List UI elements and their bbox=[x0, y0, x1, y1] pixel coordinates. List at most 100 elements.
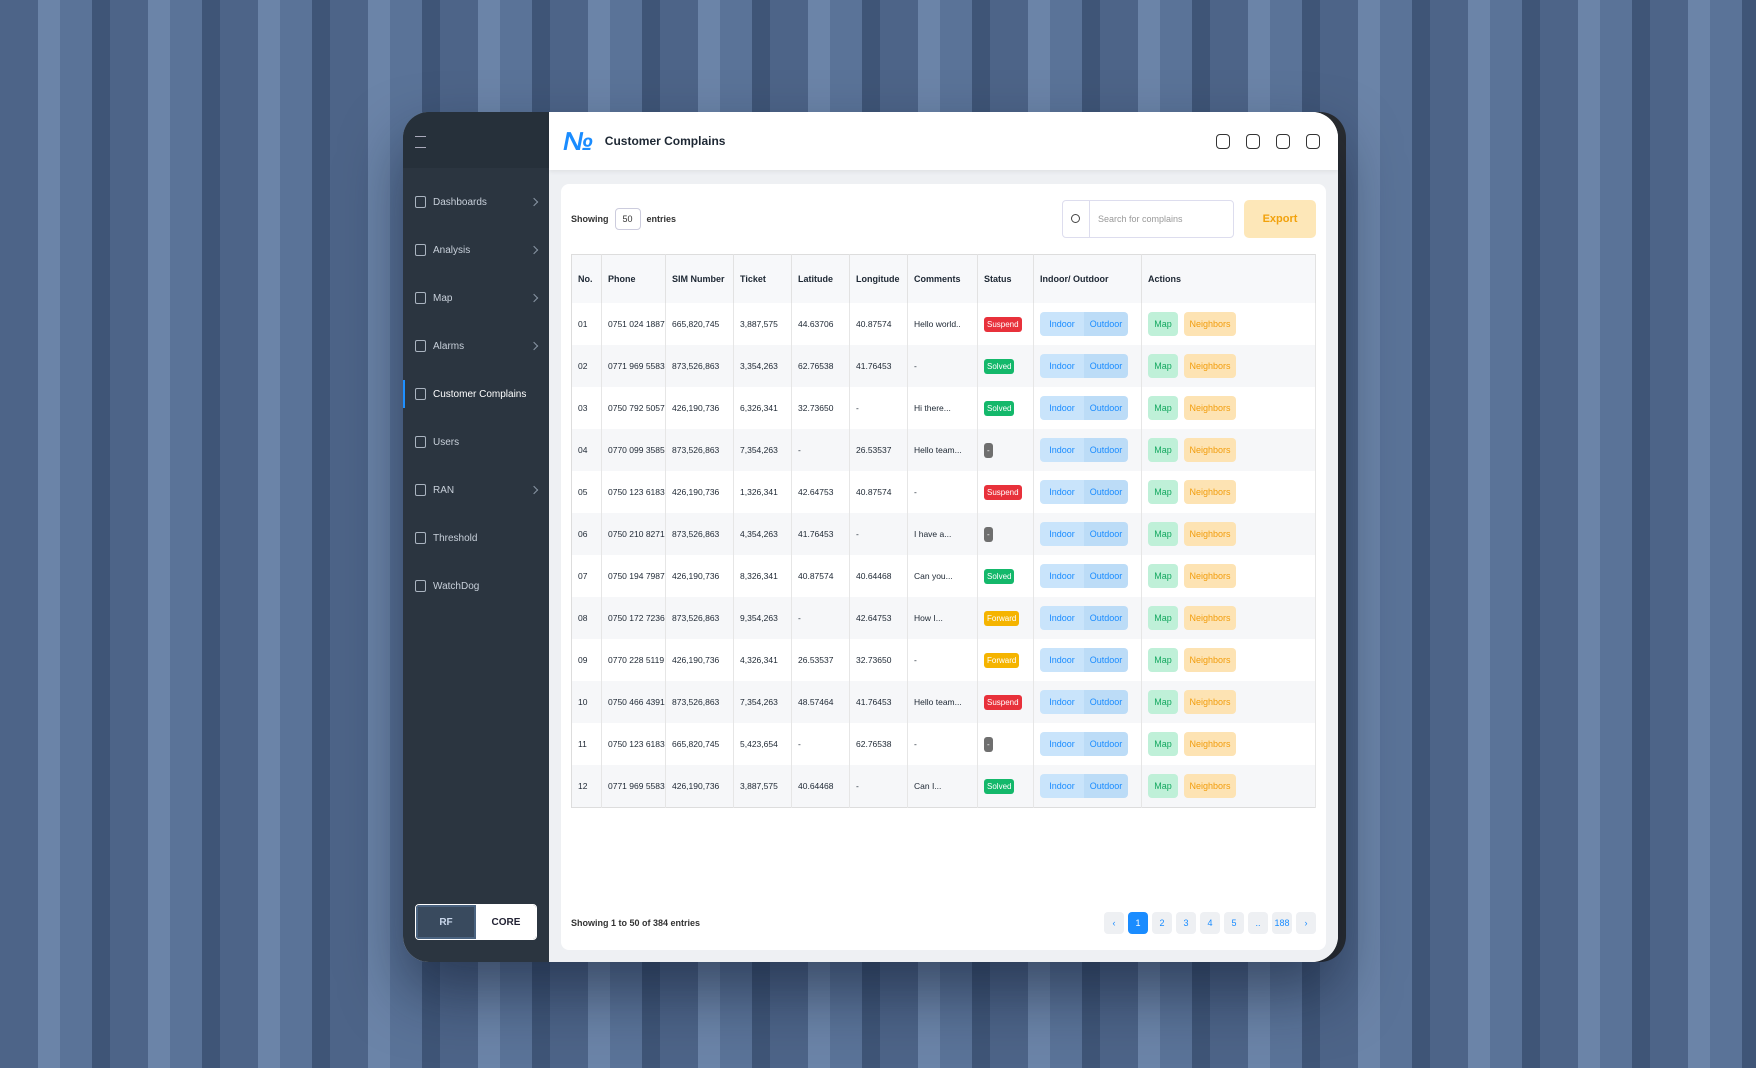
menu-item[interactable]: Dashboards bbox=[403, 178, 549, 226]
header-icons bbox=[1216, 133, 1320, 149]
column-header[interactable]: Indoor/ Outdoor bbox=[1033, 254, 1142, 303]
map-button[interactable]: Map bbox=[1148, 732, 1178, 756]
column-header[interactable]: Actions bbox=[1141, 254, 1316, 303]
neighbors-button[interactable]: Neighbors bbox=[1184, 732, 1236, 756]
column-header[interactable]: Status bbox=[977, 254, 1034, 303]
indoor-button[interactable]: Indoor bbox=[1040, 522, 1084, 546]
search-box[interactable]: Search for complains bbox=[1062, 200, 1234, 238]
indoor-outdoor-cell: Indoor Outdoor bbox=[1033, 555, 1142, 597]
menu-item[interactable]: Customer Complains bbox=[403, 370, 549, 418]
outdoor-button[interactable]: Outdoor bbox=[1084, 354, 1128, 378]
map-button[interactable]: Map bbox=[1148, 522, 1178, 546]
toggle-core[interactable]: CORE bbox=[476, 905, 536, 939]
menu-item[interactable]: Analysis bbox=[403, 226, 549, 274]
page-button[interactable]: 3 bbox=[1176, 912, 1196, 934]
outdoor-button[interactable]: Outdoor bbox=[1084, 690, 1128, 714]
menu-item[interactable]: Alarms bbox=[403, 322, 549, 370]
indoor-button[interactable]: Indoor bbox=[1040, 396, 1084, 420]
next-page[interactable]: › bbox=[1296, 912, 1316, 934]
indoor-button[interactable]: Indoor bbox=[1040, 354, 1084, 378]
column-header[interactable]: No. bbox=[571, 254, 602, 303]
neighbors-button[interactable]: Neighbors bbox=[1184, 606, 1236, 630]
settings-icon[interactable] bbox=[1276, 133, 1290, 149]
notifications-icon[interactable] bbox=[1216, 133, 1230, 149]
cell: - bbox=[907, 345, 978, 387]
prev-page[interactable]: ‹ bbox=[1104, 912, 1124, 934]
map-button[interactable]: Map bbox=[1148, 480, 1178, 504]
outdoor-button[interactable]: Outdoor bbox=[1084, 606, 1128, 630]
outdoor-button[interactable]: Outdoor bbox=[1084, 648, 1128, 672]
column-header[interactable]: Latitude bbox=[791, 254, 850, 303]
menu-icon bbox=[415, 580, 426, 592]
mode-toggle: RF CORE bbox=[415, 904, 537, 940]
neighbors-button[interactable]: Neighbors bbox=[1184, 312, 1236, 336]
map-button[interactable]: Map bbox=[1148, 354, 1178, 378]
indoor-button[interactable]: Indoor bbox=[1040, 648, 1084, 672]
indoor-button[interactable]: Indoor bbox=[1040, 606, 1084, 630]
outdoor-button[interactable]: Outdoor bbox=[1084, 438, 1128, 462]
column-header[interactable]: Longitude bbox=[849, 254, 908, 303]
menu-item[interactable]: Map bbox=[403, 274, 549, 322]
menu-item[interactable]: Users bbox=[403, 418, 549, 466]
page-button[interactable]: 5 bbox=[1224, 912, 1244, 934]
map-button[interactable]: Map bbox=[1148, 774, 1178, 798]
page-size-select[interactable]: 50 bbox=[614, 208, 641, 230]
indoor-button[interactable]: Indoor bbox=[1040, 690, 1084, 714]
table-row: 03 0750 792 5057 426,190,736 6,326,341 32.73… bbox=[571, 387, 1316, 429]
table-body: 01 0751 024 1887 665,820,745 3,887,575 44.63… bbox=[571, 303, 1316, 808]
column-header[interactable]: SIM Number bbox=[665, 254, 734, 303]
indoor-button[interactable]: Indoor bbox=[1040, 312, 1084, 336]
outdoor-button[interactable]: Outdoor bbox=[1084, 522, 1128, 546]
gift-icon[interactable] bbox=[1246, 133, 1260, 149]
page-button[interactable]: 2 bbox=[1152, 912, 1172, 934]
indoor-outdoor-cell: Indoor Outdoor bbox=[1033, 303, 1142, 345]
neighbors-button[interactable]: Neighbors bbox=[1184, 564, 1236, 588]
indoor-button[interactable]: Indoor bbox=[1040, 732, 1084, 756]
search-icon bbox=[1063, 201, 1090, 237]
outdoor-button[interactable]: Outdoor bbox=[1084, 396, 1128, 420]
menu-icon[interactable] bbox=[415, 136, 426, 148]
map-button[interactable]: Map bbox=[1148, 312, 1178, 336]
indoor-button[interactable]: Indoor bbox=[1040, 564, 1084, 588]
outdoor-button[interactable]: Outdoor bbox=[1084, 312, 1128, 336]
cell: 665,820,745 bbox=[665, 723, 734, 765]
page-button[interactable]: .. bbox=[1248, 912, 1268, 934]
neighbors-button[interactable]: Neighbors bbox=[1184, 648, 1236, 672]
page-button[interactable]: 1 bbox=[1128, 912, 1148, 934]
map-button[interactable]: Map bbox=[1148, 606, 1178, 630]
menu-item[interactable]: RAN bbox=[403, 466, 549, 514]
indoor-button[interactable]: Indoor bbox=[1040, 438, 1084, 462]
neighbors-button[interactable]: Neighbors bbox=[1184, 438, 1236, 462]
neighbors-button[interactable]: Neighbors bbox=[1184, 480, 1236, 504]
neighbors-button[interactable]: Neighbors bbox=[1184, 396, 1236, 420]
export-button[interactable]: Export bbox=[1244, 200, 1316, 238]
neighbors-button[interactable]: Neighbors bbox=[1184, 774, 1236, 798]
menu-item[interactable]: WatchDog bbox=[403, 562, 549, 610]
cell: 873,526,863 bbox=[665, 345, 734, 387]
cell: Can you... bbox=[907, 555, 978, 597]
page-button[interactable]: 188 bbox=[1272, 912, 1292, 934]
neighbors-button[interactable]: Neighbors bbox=[1184, 690, 1236, 714]
indoor-button[interactable]: Indoor bbox=[1040, 480, 1084, 504]
neighbors-button[interactable]: Neighbors bbox=[1184, 354, 1236, 378]
column-header[interactable]: Ticket bbox=[733, 254, 792, 303]
toggle-rf[interactable]: RF bbox=[416, 905, 476, 939]
map-button[interactable]: Map bbox=[1148, 648, 1178, 672]
outdoor-button[interactable]: Outdoor bbox=[1084, 564, 1128, 588]
user-icon[interactable] bbox=[1306, 133, 1320, 149]
menu-label: Analysis bbox=[433, 244, 471, 256]
column-header[interactable]: Phone bbox=[601, 254, 666, 303]
column-header[interactable]: Comments bbox=[907, 254, 978, 303]
map-button[interactable]: Map bbox=[1148, 564, 1178, 588]
cell: 7,354,263 bbox=[733, 429, 792, 471]
menu-item[interactable]: Threshold bbox=[403, 514, 549, 562]
map-button[interactable]: Map bbox=[1148, 690, 1178, 714]
neighbors-button[interactable]: Neighbors bbox=[1184, 522, 1236, 546]
outdoor-button[interactable]: Outdoor bbox=[1084, 774, 1128, 798]
outdoor-button[interactable]: Outdoor bbox=[1084, 732, 1128, 756]
outdoor-button[interactable]: Outdoor bbox=[1084, 480, 1128, 504]
indoor-button[interactable]: Indoor bbox=[1040, 774, 1084, 798]
page-button[interactable]: 4 bbox=[1200, 912, 1220, 934]
map-button[interactable]: Map bbox=[1148, 396, 1178, 420]
map-button[interactable]: Map bbox=[1148, 438, 1178, 462]
